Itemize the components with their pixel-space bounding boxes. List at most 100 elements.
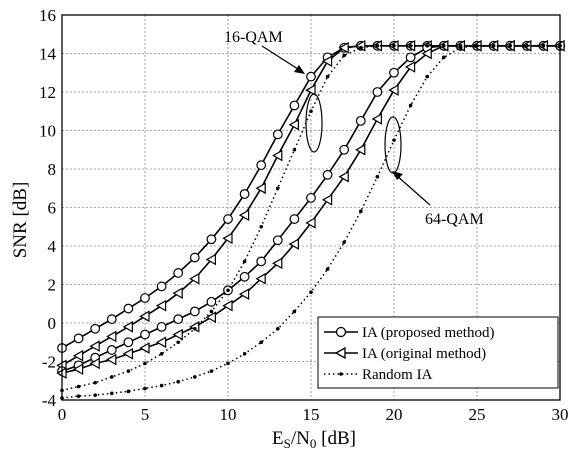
data-point <box>205 253 216 266</box>
annotation-64qam: 64-QAM <box>384 116 484 228</box>
data-point <box>222 232 233 245</box>
data-point <box>122 347 133 360</box>
data-point <box>289 214 300 224</box>
data-point <box>292 147 297 152</box>
annotation-64qam-label: 64-QAM <box>425 211 484 228</box>
data-point <box>110 391 114 396</box>
legend-label-original: IA (original method) <box>362 346 486 362</box>
data-point <box>288 238 299 250</box>
data-point <box>309 290 313 295</box>
data-point <box>321 55 333 68</box>
x-axis-title-main: E <box>272 428 284 449</box>
y-tick-label: 16 <box>39 6 56 25</box>
y-tick-label: -2 <box>42 353 56 372</box>
data-point <box>159 383 164 388</box>
data-point <box>106 353 117 366</box>
data-point <box>288 118 299 131</box>
data-point <box>139 342 150 354</box>
x-tick-label: 15 <box>303 405 320 424</box>
data-point <box>176 379 180 384</box>
data-point <box>156 321 167 332</box>
data-point <box>325 74 330 79</box>
data-point <box>541 44 546 48</box>
data-point <box>172 328 183 341</box>
annotation-16qam-arrowhead <box>294 65 305 74</box>
x-tick-label: 10 <box>220 405 237 424</box>
data-point <box>226 361 230 366</box>
legend-marker-triangle <box>334 346 346 360</box>
data-point <box>222 299 233 312</box>
data-point <box>272 129 283 140</box>
data-point <box>305 217 316 229</box>
data-point <box>375 174 380 179</box>
x-axis-title: ES/N0 [dB] <box>272 428 356 450</box>
y-tick-label: 12 <box>39 83 56 102</box>
x-axis-title-sub1: S <box>284 436 291 450</box>
data-point <box>156 281 167 292</box>
data-point <box>239 271 250 282</box>
data-point <box>508 44 512 48</box>
y-tick-label: 0 <box>48 314 57 333</box>
series-16-qam-original <box>56 39 565 372</box>
data-point <box>189 252 200 263</box>
y-axis-title: SNR [dB] <box>10 182 31 259</box>
data-point <box>525 44 529 48</box>
data-point <box>276 186 280 191</box>
data-point <box>392 138 396 142</box>
data-point <box>143 361 147 366</box>
legend-item-proposed: IA (proposed method) <box>324 325 494 341</box>
annotation-16qam: 16-QAM <box>224 29 323 153</box>
data-point <box>110 375 114 379</box>
data-point <box>123 303 134 314</box>
data-point <box>255 182 266 195</box>
data-point <box>155 336 167 349</box>
annotation-16qam-arrow <box>261 45 302 72</box>
data-point <box>259 340 264 345</box>
data-point <box>305 84 316 96</box>
data-point <box>139 310 150 323</box>
data-point <box>309 109 313 114</box>
data-point <box>321 193 333 206</box>
data-point <box>292 309 297 314</box>
data-point <box>73 333 84 344</box>
data-point <box>491 44 496 48</box>
data-point <box>408 103 413 108</box>
data-point <box>238 209 250 222</box>
y-tick-label: 14 <box>39 45 57 64</box>
data-point <box>89 340 100 352</box>
legend-label-proposed: IA (proposed method) <box>362 325 494 341</box>
data-point <box>259 224 264 229</box>
data-point <box>475 44 479 48</box>
data-point <box>442 55 446 60</box>
data-point <box>405 52 416 63</box>
data-point <box>143 386 147 391</box>
data-point <box>93 393 97 397</box>
annotation-16qam-ellipse <box>305 93 323 153</box>
x-tick-label: 5 <box>141 405 150 424</box>
data-point <box>173 268 184 278</box>
data-point <box>342 53 347 58</box>
data-point <box>255 272 266 285</box>
series-64-qam-random <box>60 44 562 400</box>
data-point <box>140 329 150 340</box>
data-point <box>239 189 250 199</box>
annotation-64qam-arrow <box>395 174 431 206</box>
data-point <box>123 337 134 348</box>
data-point <box>106 314 117 325</box>
annotation-64qam-arrowhead <box>392 171 403 180</box>
data-point <box>389 67 399 78</box>
x-axis-title-mid: /N <box>291 428 310 449</box>
data-point <box>338 41 349 54</box>
data-point <box>159 352 164 356</box>
data-point <box>272 235 283 246</box>
tick-labels: 0 5 10 15 20 25 30 -4 -2 0 2 4 6 8 10 12 14 16 <box>39 6 569 424</box>
data-point <box>172 287 183 299</box>
legend-item-random: Random IA <box>324 367 433 383</box>
data-point <box>76 384 81 389</box>
data-point <box>306 71 316 82</box>
data-point <box>272 149 283 162</box>
legend-label-random: Random IA <box>362 367 433 383</box>
data-point <box>176 340 180 345</box>
data-point <box>223 214 233 224</box>
